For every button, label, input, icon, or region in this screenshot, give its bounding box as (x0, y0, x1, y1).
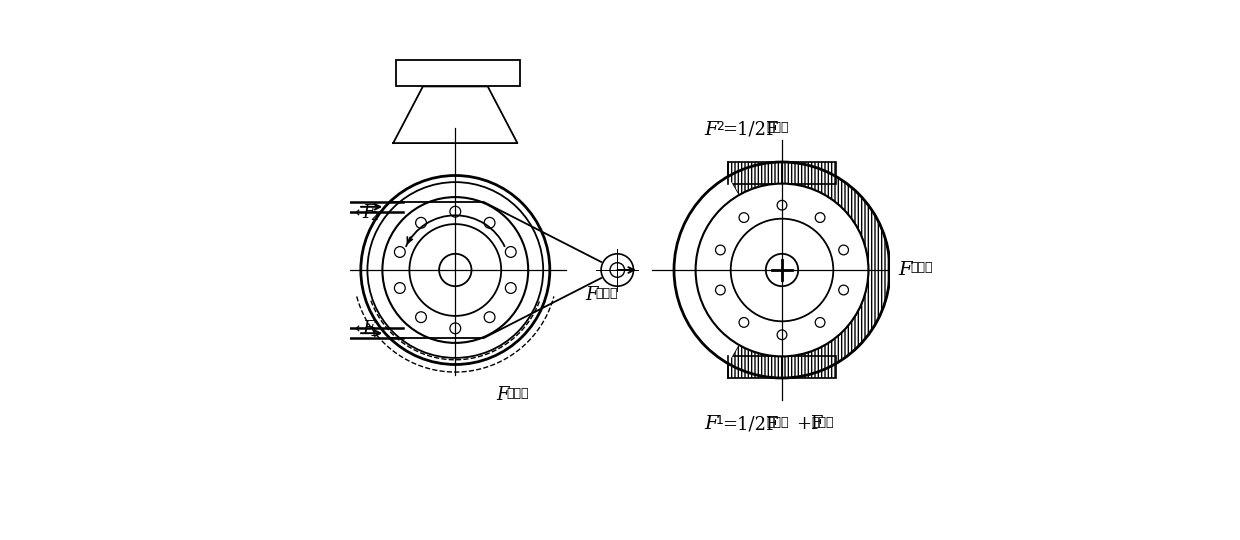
Text: $\leftarrow$: $\leftarrow$ (352, 205, 368, 220)
Text: 拉紧力: 拉紧力 (595, 287, 619, 300)
Text: F: F (496, 386, 508, 403)
Wedge shape (671, 174, 782, 366)
Text: F: F (898, 261, 911, 279)
Text: F: F (704, 415, 718, 433)
Text: 驱动力: 驱动力 (811, 415, 833, 429)
Bar (396, 60, 520, 86)
Text: 拉紧力: 拉紧力 (766, 121, 789, 134)
Text: 1: 1 (717, 414, 724, 427)
Text: 2: 2 (717, 119, 724, 133)
Text: +F: +F (796, 415, 823, 433)
Text: F: F (362, 320, 374, 338)
Text: =1/2F: =1/2F (722, 415, 779, 433)
Text: 驱动力: 驱动力 (910, 261, 932, 274)
Text: 驱动力: 驱动力 (507, 387, 529, 400)
Bar (728, 356, 836, 378)
Text: F: F (585, 286, 598, 303)
Text: 2: 2 (370, 210, 378, 223)
Text: =1/2F: =1/2F (722, 121, 779, 139)
Text: F: F (362, 204, 374, 222)
Text: F: F (704, 121, 718, 139)
Text: $\leftarrow$: $\leftarrow$ (352, 320, 368, 335)
Wedge shape (728, 162, 890, 378)
Text: 1: 1 (370, 326, 378, 339)
Bar (728, 162, 836, 184)
Text: 拉紧力: 拉紧力 (766, 415, 789, 429)
Circle shape (696, 184, 868, 356)
